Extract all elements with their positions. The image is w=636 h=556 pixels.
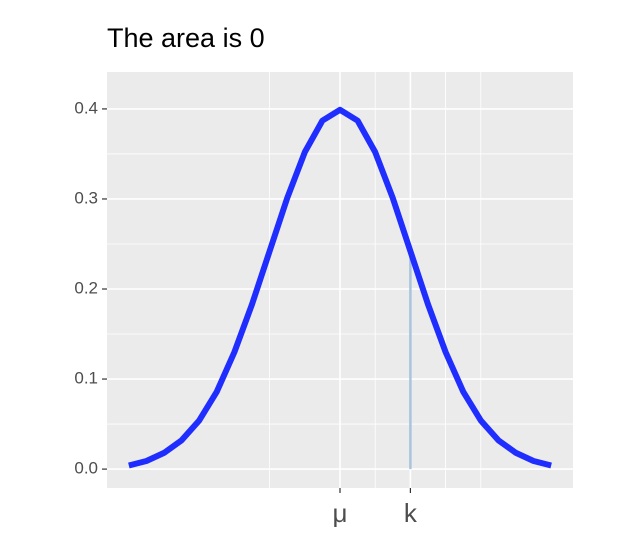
x-tick-label: μ [333, 498, 348, 528]
density-curve [128, 106, 552, 469]
y-tick-label: 0.4 [74, 98, 98, 117]
x-tick-label: k [404, 498, 418, 528]
y-tick-label: 0.0 [74, 459, 98, 478]
y-tick-label: 0.2 [74, 278, 98, 297]
y-tick-label: 0.3 [74, 188, 98, 207]
y-tick-label: 0.1 [74, 369, 98, 388]
chart-title: The area is 0 [107, 23, 265, 53]
